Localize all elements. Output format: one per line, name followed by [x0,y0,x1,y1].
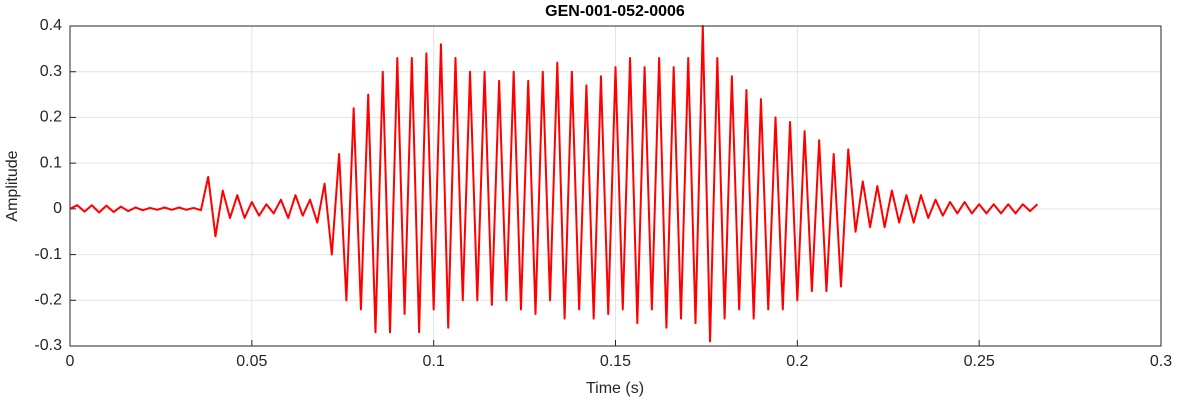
x-tick-label: 0 [66,353,75,370]
y-tick-label: 0 [53,200,62,217]
y-tick-label: -0.2 [34,292,62,309]
x-tick-label: 0.15 [600,353,631,370]
chart-title: GEN-001-052-0006 [545,3,685,20]
y-tick-label: 0.4 [40,17,62,34]
y-tick-label: 0.2 [40,109,62,126]
y-tick-label: 0.3 [40,63,62,80]
x-tick-label: 0.25 [964,353,995,370]
x-tick-label: 0.05 [236,353,267,370]
x-tick-label: 0.1 [423,353,445,370]
waveform-line [69,25,1039,343]
x-axis-label: Time (s) [586,380,644,397]
y-tick-label: 0.1 [40,154,62,171]
axes-box [69,25,1162,347]
y-tick-label: -0.1 [34,246,62,263]
x-tick-label: 0.2 [786,353,808,370]
y-axis-label: Amplitude [4,150,21,221]
y-tick-label: -0.3 [34,337,62,354]
x-tick-label: 0.3 [1150,353,1172,370]
